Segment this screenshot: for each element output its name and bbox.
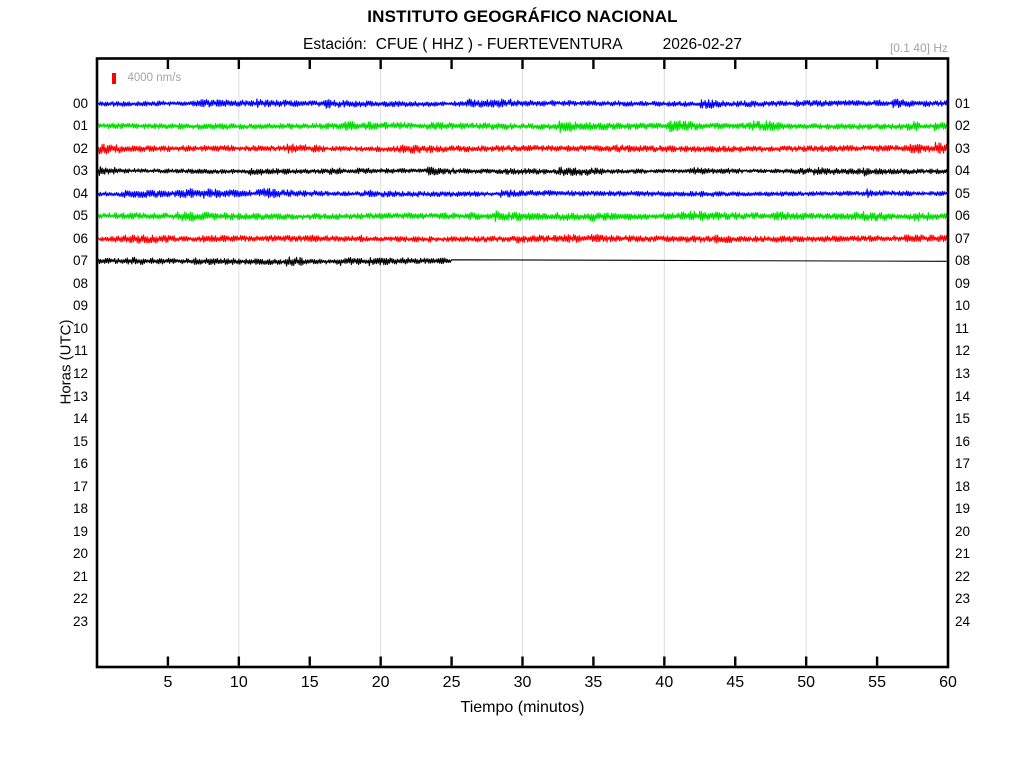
x-tick-label: 5 [163,674,173,691]
hour-label-left: 07 [72,253,88,269]
date-label: 2026-02-27 [662,36,742,53]
hour-label-right: 08 [955,253,971,269]
hour-label-left: 08 [72,275,88,291]
seismic-trace-hour-06 [97,233,948,244]
hour-label-left: 12 [72,366,88,382]
seismic-trace-hour-03 [97,166,948,177]
hour-label-right: 06 [955,208,971,224]
x-tick-label: 10 [229,674,248,691]
hour-label-right: 01 [955,95,971,111]
hour-label-right: 21 [955,546,971,562]
amplitude-scale-marker-icon [112,72,116,84]
hour-label-right: 19 [955,501,971,517]
station-label: Estación: [303,36,367,53]
seismic-trace-hour-00 [97,98,948,110]
hour-label-left: 10 [72,320,88,336]
hour-label-right: 13 [955,366,971,382]
hour-label-left: 13 [72,388,88,404]
x-tick-label: 60 [939,674,957,691]
seismic-trace-hour-07 [97,256,947,267]
hour-label-right: 07 [955,230,971,246]
subtitle: Estación: CFUE ( HHZ ) - FUERTEVENTURA 202… [97,36,948,54]
hour-label-right: 16 [955,433,971,449]
x-tick-label: 45 [726,674,745,691]
page-title: INSTITUTO GEOGRÁFICO NACIONAL [367,7,678,26]
hour-label-left: 15 [72,433,88,449]
x-tick-label: 25 [442,674,461,691]
x-tick-label: 35 [584,674,603,691]
hour-label-left: 05 [72,208,88,224]
hour-label-left: 11 [73,343,88,359]
hour-label-left: 03 [72,163,88,179]
seismic-trace-hour-01 [97,120,948,133]
hour-label-left: 00 [72,95,88,111]
hour-label-left: 18 [72,501,88,517]
x-axis-label: Tiempo (minutos) [460,699,585,716]
hour-label-left: 20 [72,546,88,562]
hour-label-left: 22 [72,591,88,607]
x-tick-label: 30 [513,674,532,691]
x-tick-label: 40 [655,674,674,691]
hour-label-left: 06 [72,230,88,246]
amplitude-scale-legend: 4000 nm/s [112,72,181,84]
station-value: CFUE ( HHZ ) - FUERTEVENTURA [375,36,623,53]
x-tick-label: 20 [371,674,390,691]
hour-label-left: 09 [72,298,88,314]
seismic-trace-hour-05 [97,210,948,222]
hour-label-right: 02 [955,118,971,134]
hour-label-right: 23 [955,591,971,607]
hour-label-left: 02 [72,140,88,156]
x-tick-label: 50 [797,674,816,691]
hour-label-left: 21 [72,568,88,584]
x-tick-label: 55 [868,674,886,691]
x-tick-label: 15 [300,674,319,691]
hour-label-right: 12 [955,343,971,359]
hour-label-left: 17 [72,478,88,494]
hour-label-right: 09 [955,275,971,291]
hour-label-left: 23 [72,613,88,629]
hour-label-right: 15 [955,411,971,427]
seismic-trace-hour-02 [97,141,948,155]
hour-label-left: 14 [72,411,88,427]
hour-label-right: 20 [955,523,971,539]
hour-label-right: 22 [955,568,971,584]
plot-border [95,57,950,669]
hour-label-right: 14 [955,388,971,404]
hour-label-right: 10 [955,298,971,314]
hour-label-right: 03 [955,140,971,156]
amplitude-scale-label: 4000 nm/s [127,72,182,84]
hour-label-right: 18 [955,478,971,494]
filter-band-label: [0.1 40] Hz [889,41,948,55]
hour-label-right: 24 [955,613,971,629]
hour-label-left: 16 [72,456,88,472]
hour-label-left: 19 [72,523,88,539]
hour-label-right: 05 [955,185,971,201]
hour-label-left: 04 [72,185,88,201]
hour-label-right: 11 [955,320,970,336]
hour-label-right: 17 [955,456,971,472]
hour-label-left: 01 [72,118,88,134]
hour-label-right: 04 [955,163,971,179]
seismic-trace-hour-04 [97,187,948,199]
